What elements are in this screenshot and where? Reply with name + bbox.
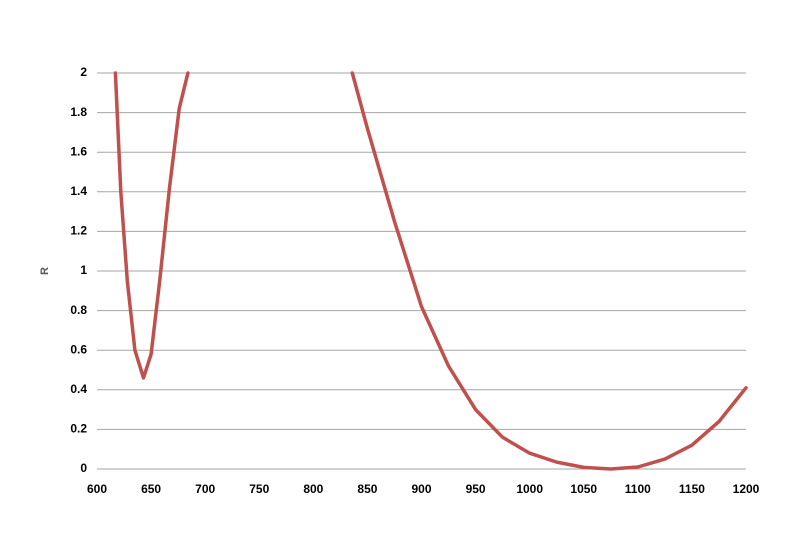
x-tick-label: 1200	[733, 482, 760, 496]
y-tick-label: 0.4	[70, 382, 87, 396]
x-tick-label: 850	[357, 482, 377, 496]
y-tick-label: 1.6	[70, 144, 87, 158]
x-tick-label: 650	[141, 482, 161, 496]
y-tick-label: 2	[80, 65, 87, 79]
y-tick-label: 0.8	[70, 303, 87, 317]
line-series	[113, 71, 748, 471]
x-tick-label: 1000	[516, 482, 543, 496]
y-tick-label: 1.4	[70, 184, 87, 198]
x-tick-label: 800	[303, 482, 323, 496]
x-tick-label: 1100	[625, 482, 651, 496]
y-tick-label: 1.8	[70, 105, 87, 119]
x-tick-label: 950	[466, 482, 486, 496]
y-tick-label: 0.2	[70, 422, 87, 436]
y-tick-label: 1	[80, 263, 87, 277]
x-tick-label: 1050	[570, 482, 597, 496]
x-tick-label: 750	[249, 482, 269, 496]
y-tick-label: 0	[80, 461, 87, 475]
y-tick-label: 1.2	[70, 224, 87, 238]
y-tick-label: 0.6	[70, 342, 87, 356]
x-tick-label: 1150	[679, 482, 705, 496]
x-tick-label: 700	[195, 482, 215, 496]
y-axis-label: R	[39, 267, 51, 275]
x-tick-label: 900	[411, 482, 431, 496]
x-tick-label: 600	[87, 482, 107, 496]
